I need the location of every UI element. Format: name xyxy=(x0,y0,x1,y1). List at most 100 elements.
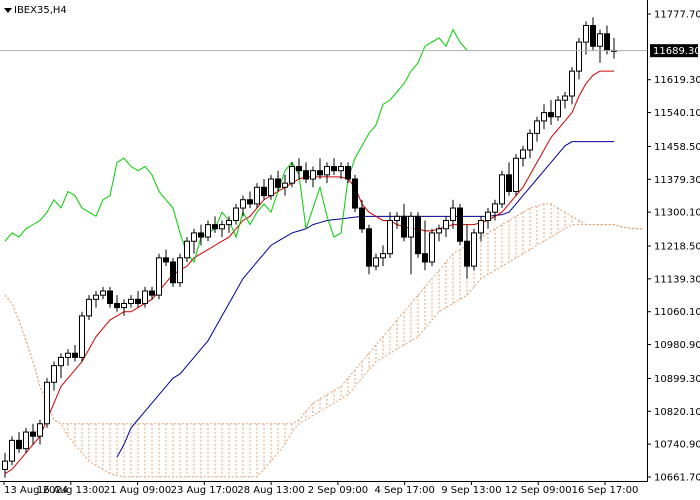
candle-body xyxy=(282,182,288,188)
candle-body xyxy=(499,174,505,205)
candle-body xyxy=(338,166,344,172)
price-axis: 11777.70 11619.30 11540.10 11458.50 11379.30… xyxy=(647,10,700,484)
candle-body xyxy=(422,253,428,263)
candle-body xyxy=(555,99,561,118)
candle-body xyxy=(247,199,253,205)
y-tick-label: 11139.30 xyxy=(654,274,700,285)
candle-body xyxy=(548,112,554,118)
tenkan-sen-line xyxy=(4,70,614,474)
candle-body xyxy=(198,232,204,238)
dropdown-triangle-icon[interactable] xyxy=(4,8,12,13)
x-tick-label: 28 Aug 13:00 xyxy=(237,485,304,496)
candle-body xyxy=(345,166,351,180)
candle-body xyxy=(324,166,330,176)
y-tick-label: 11379.30 xyxy=(654,175,700,186)
candle-body xyxy=(191,232,197,242)
candle-body xyxy=(450,207,456,221)
candle-body xyxy=(352,178,358,209)
price-axis-border xyxy=(647,0,648,482)
candle-body xyxy=(506,174,512,192)
candle-body xyxy=(408,215,414,238)
candle-body xyxy=(485,211,491,221)
candle-body xyxy=(436,228,442,234)
candle-body xyxy=(254,186,260,205)
candle-body xyxy=(478,219,484,234)
symbol-timeframe-label: IBEX35,H4 xyxy=(14,5,67,16)
x-tick-label: 21 Aug 09:00 xyxy=(104,485,171,496)
candle-body xyxy=(37,423,43,437)
candle-body xyxy=(58,356,64,367)
candle-body xyxy=(170,261,176,284)
candle-body xyxy=(121,302,127,309)
candle-body xyxy=(415,215,421,255)
candle-body xyxy=(275,178,281,188)
candle-body xyxy=(240,199,246,209)
candle-body xyxy=(261,186,267,197)
candle-body xyxy=(310,170,316,180)
candle-body xyxy=(464,240,470,267)
candle-body xyxy=(401,215,407,238)
x-tick-label: 13 Aug 2024 xyxy=(4,485,68,496)
candle-body xyxy=(107,290,113,304)
candle-body xyxy=(86,298,92,317)
candle-body xyxy=(51,365,57,383)
candle-body xyxy=(219,224,225,230)
ichimoku-cloud xyxy=(4,203,642,478)
candle-body xyxy=(296,166,302,172)
y-tick-label: 11540.10 xyxy=(654,108,700,119)
candle-body xyxy=(394,215,400,221)
candle-body xyxy=(9,439,15,462)
chart-title[interactable]: IBEX35,H4 xyxy=(4,5,67,16)
candle-body xyxy=(513,157,519,192)
candle-body xyxy=(576,41,582,72)
x-tick-label: 16 Sep 17:00 xyxy=(572,485,639,496)
candle-body xyxy=(373,257,379,267)
y-tick-label: 10820.10 xyxy=(654,407,700,418)
current-price-tag: 11689.30 xyxy=(650,44,700,58)
y-tick-label: 11300.10 xyxy=(654,208,700,219)
x-tick-label: 23 Aug 17:00 xyxy=(171,485,238,496)
x-tick-label: 12 Sep 09:00 xyxy=(505,485,572,496)
candle-body xyxy=(443,219,449,230)
candle-body xyxy=(23,431,29,450)
candle-body xyxy=(44,381,50,425)
chikou-span-line xyxy=(4,28,468,264)
candle-body xyxy=(142,290,148,304)
candle-body xyxy=(527,132,533,151)
candle-body xyxy=(79,315,85,358)
candle-body xyxy=(331,166,337,172)
y-tick-label: 10661.70 xyxy=(654,473,700,484)
candle-body xyxy=(149,290,155,296)
candle-body xyxy=(289,166,295,184)
candle-body xyxy=(30,431,36,437)
candle-body xyxy=(604,33,610,51)
candle-body xyxy=(471,232,477,267)
y-tick-label: 11060.10 xyxy=(654,307,700,318)
candle-body xyxy=(93,294,99,300)
candle-body xyxy=(597,33,603,47)
candle-body xyxy=(65,352,71,358)
candle-body xyxy=(233,207,239,221)
candle-body xyxy=(114,302,120,309)
candle-body xyxy=(541,112,547,122)
x-tick-label: 9 Sep 13:00 xyxy=(441,485,501,496)
candle-body xyxy=(569,70,575,97)
candle-body xyxy=(387,219,393,255)
candle-body xyxy=(520,149,526,159)
candle-body xyxy=(429,232,435,263)
y-tick-label: 10740.90 xyxy=(654,440,700,451)
candle-body xyxy=(16,439,22,450)
candle-body xyxy=(128,298,134,304)
y-tick-label: 11619.30 xyxy=(654,75,700,86)
candle-body xyxy=(492,203,498,213)
candle-body xyxy=(457,207,463,242)
x-tick-label: 2 Sep 09:00 xyxy=(308,485,368,496)
candle-body xyxy=(177,257,183,284)
candle-body xyxy=(366,228,372,267)
x-tick-label: 16 Aug 13:00 xyxy=(37,485,104,496)
senkou-span-a xyxy=(4,203,642,425)
candle-body xyxy=(184,240,190,259)
